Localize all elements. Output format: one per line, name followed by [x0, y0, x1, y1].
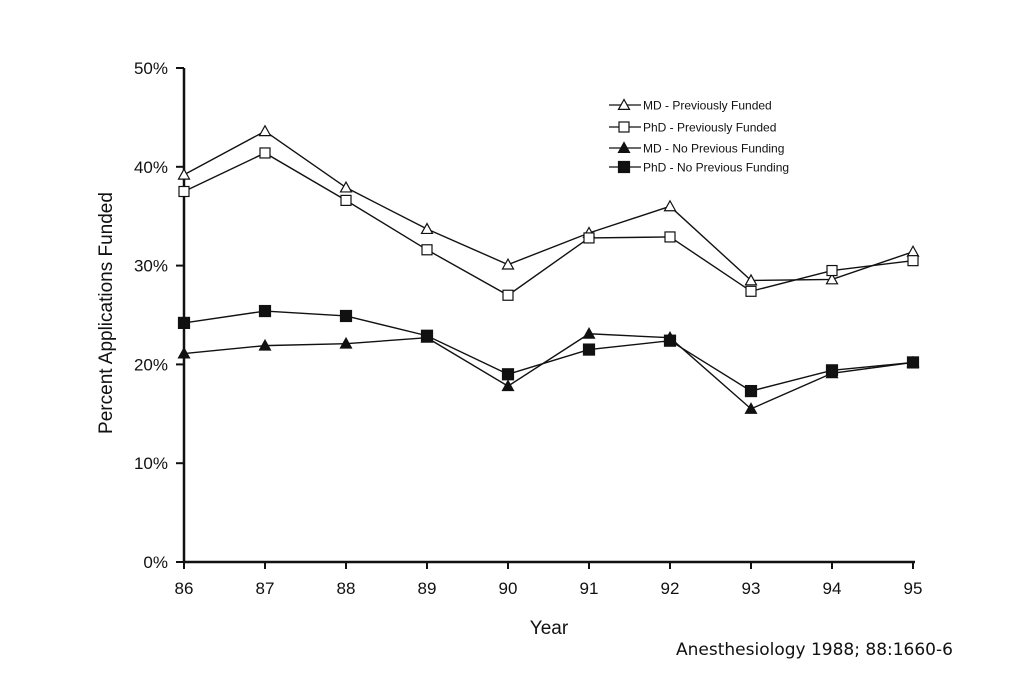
y-ticks: 0% 10% 20% 30% 40% 50% [134, 59, 184, 572]
y-tick-label: 40% [134, 158, 168, 177]
legend-label: PhD - Previously Funded [643, 121, 776, 135]
y-axis-title: Percent Applications Funded [96, 192, 117, 434]
series-line [183, 152, 914, 297]
data-point [664, 231, 676, 243]
y-tick-label: 0% [143, 553, 168, 572]
legend-marker-icon [617, 141, 631, 153]
data-point [258, 124, 272, 137]
data-point [178, 185, 190, 198]
legend-marker-icon [617, 160, 631, 174]
legend-label: MD - No Previous Funding [643, 142, 784, 156]
series-line [183, 310, 914, 392]
legend-marker-icon [617, 98, 631, 111]
x-tick-label: 90 [499, 579, 518, 598]
data-point [501, 379, 515, 392]
data-point [906, 245, 920, 257]
data-point [907, 255, 919, 267]
data-point [501, 368, 515, 381]
legend-label: PhD - No Previous Funding [643, 161, 789, 175]
x-tick-label: 88 [337, 579, 356, 598]
legend-item: PhD - No Previous Funding [609, 161, 789, 175]
x-tick-label: 86 [175, 579, 194, 598]
y-tick-label: 30% [134, 257, 168, 276]
data-point [340, 194, 352, 206]
y-tick-label: 50% [134, 59, 168, 78]
x-tick-label: 89 [418, 579, 437, 598]
data-point [745, 285, 757, 297]
y-tick-label: 10% [134, 454, 168, 473]
data-point [906, 356, 920, 369]
data-point [258, 338, 272, 351]
data-point [582, 343, 596, 356]
legend-label: MD - Previously Funded [643, 99, 772, 113]
x-tick-label: 91 [580, 579, 599, 598]
data-point [259, 147, 271, 159]
data-point [501, 257, 515, 270]
series-md-no-previous-funding [177, 327, 920, 414]
series-line [183, 333, 914, 410]
series-layer [177, 124, 920, 414]
legend-item: PhD - Previously Funded [609, 121, 776, 135]
data-point [582, 327, 596, 339]
data-point [744, 402, 758, 414]
x-axis-title: Year [530, 618, 569, 639]
x-tick-label: 95 [904, 579, 923, 598]
legend: MD - Previously Funded PhD - Previously F… [609, 98, 789, 175]
data-point [826, 264, 838, 277]
series-phd-no-previous-funding [177, 304, 920, 398]
data-point [744, 273, 758, 286]
legend-item: MD - Previously Funded [609, 98, 772, 113]
data-point [258, 304, 272, 318]
data-point [339, 309, 353, 323]
data-point [663, 334, 677, 347]
series-line [183, 130, 914, 282]
data-point [744, 384, 758, 398]
series-md-previously-funded [177, 124, 920, 286]
data-point [502, 289, 514, 301]
data-point [177, 316, 191, 330]
axes [182, 68, 915, 564]
data-point [825, 272, 839, 285]
data-point [583, 232, 595, 244]
data-point [339, 180, 353, 193]
data-point [177, 167, 191, 180]
data-point [339, 336, 353, 349]
data-point [420, 222, 434, 235]
x-ticks: 86 87 88 89 90 91 92 93 94 95 [175, 562, 923, 598]
series-phd-previously-funded [178, 147, 919, 301]
citation: Anesthesiology 1988; 88:1660-6 [676, 640, 953, 660]
data-point [177, 346, 191, 359]
y-tick-label: 20% [134, 355, 168, 374]
data-point [825, 364, 839, 377]
data-point [663, 199, 677, 212]
legend-marker-icon [618, 121, 630, 133]
legend-item: MD - No Previous Funding [609, 141, 784, 156]
x-tick-label: 93 [742, 579, 761, 598]
data-point [421, 244, 433, 256]
x-tick-label: 92 [661, 579, 680, 598]
x-tick-label: 94 [823, 579, 842, 598]
data-point [420, 329, 434, 342]
x-tick-label: 87 [256, 579, 275, 598]
